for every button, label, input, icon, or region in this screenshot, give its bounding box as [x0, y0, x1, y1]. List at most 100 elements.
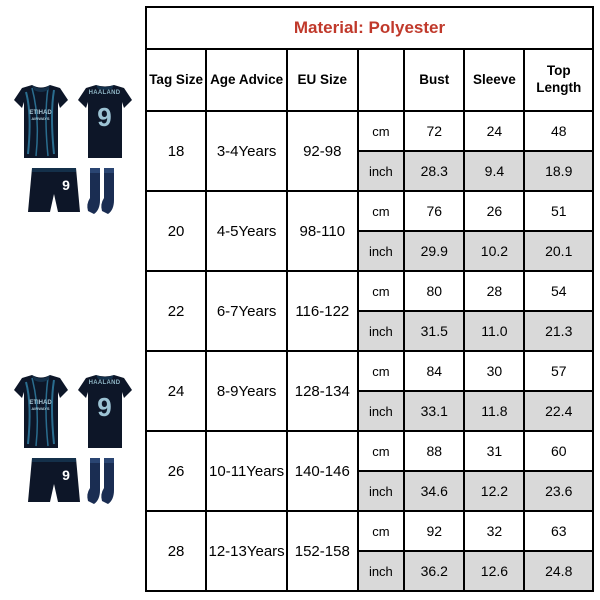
material-header: Material: Polyester	[145, 6, 594, 48]
header-age: Age Advice	[206, 49, 287, 111]
cell-tag: 26	[146, 431, 206, 511]
jersey-sponsor-label: ETIHAD AIRWAYS	[29, 400, 51, 412]
table-row: 2812-13Years152-158cm923263	[146, 511, 593, 551]
cell-top-cm: 57	[524, 351, 593, 391]
cell-sleeve-inch: 11.0	[464, 311, 524, 351]
cell-age: 8-9Years	[206, 351, 287, 431]
cell-top-inch: 24.8	[524, 551, 593, 591]
cell-bust-inch: 29.9	[404, 231, 464, 271]
material-value: Polyester	[369, 18, 446, 37]
cell-sleeve-cm: 31	[464, 431, 524, 471]
cell-bust-cm: 72	[404, 111, 464, 151]
cell-sleeve-inch: 12.2	[464, 471, 524, 511]
cell-eu: 140-146	[287, 431, 358, 511]
sponsor-line-2: AIRWAYS	[31, 116, 49, 121]
header-eu: EU Size	[287, 49, 358, 111]
table-row: 2610-11Years140-146cm883160	[146, 431, 593, 471]
player-number-label: 9	[97, 392, 111, 423]
cell-tag: 24	[146, 351, 206, 431]
cell-top-cm: 51	[524, 191, 593, 231]
cell-bust-cm: 80	[404, 271, 464, 311]
cell-top-inch: 23.6	[524, 471, 593, 511]
cell-unit-inch: inch	[358, 311, 405, 351]
cell-top-cm: 54	[524, 271, 593, 311]
cell-unit-cm: cm	[358, 111, 405, 151]
player-number-label: 9	[97, 102, 111, 133]
cell-age: 4-5Years	[206, 191, 287, 271]
cell-sleeve-cm: 30	[464, 351, 524, 391]
cell-top-inch: 18.9	[524, 151, 593, 191]
cell-eu: 116-122	[287, 271, 358, 351]
shorts-icon: 9	[26, 166, 82, 216]
size-table: Tag Size Age Advice EU Size Bust Sleeve …	[145, 48, 594, 592]
cell-unit-cm: cm	[358, 271, 405, 311]
header-sleeve: Sleeve	[464, 49, 524, 111]
cell-sleeve-cm: 32	[464, 511, 524, 551]
cell-bust-inch: 31.5	[404, 311, 464, 351]
cell-eu: 152-158	[287, 511, 358, 591]
cell-bust-cm: 88	[404, 431, 464, 471]
cell-top-inch: 21.3	[524, 311, 593, 351]
cell-bust-inch: 36.2	[404, 551, 464, 591]
sponsor-line-2: AIRWAYS	[31, 406, 49, 411]
cell-unit-inch: inch	[358, 471, 405, 511]
jersey-back-icon: HAALAND 9	[74, 374, 136, 452]
cell-bust-inch: 33.1	[404, 391, 464, 431]
table-header-row: Tag Size Age Advice EU Size Bust Sleeve …	[146, 49, 593, 111]
cell-top-inch: 20.1	[524, 231, 593, 271]
cell-tag: 22	[146, 271, 206, 351]
product-images-column: ETIHAD AIRWAYS HAALAND 9 9	[0, 0, 145, 600]
cell-age: 3-4Years	[206, 111, 287, 191]
cell-sleeve-cm: 24	[464, 111, 524, 151]
socks-icon	[86, 166, 120, 226]
cell-unit-inch: inch	[358, 391, 405, 431]
cell-unit-cm: cm	[358, 431, 405, 471]
table-row: 226-7Years116-122cm802854	[146, 271, 593, 311]
cell-sleeve-cm: 28	[464, 271, 524, 311]
table-row: 248-9Years128-134cm843057	[146, 351, 593, 391]
cell-tag: 20	[146, 191, 206, 271]
shorts-icon: 9	[26, 456, 82, 506]
table-row: 204-5Years98-110cm762651	[146, 191, 593, 231]
cell-sleeve-inch: 12.6	[464, 551, 524, 591]
socks-icon	[86, 456, 120, 516]
jersey-back-icon: HAALAND 9	[74, 84, 136, 162]
cell-bust-inch: 28.3	[404, 151, 464, 191]
cell-eu: 98-110	[287, 191, 358, 271]
svg-text:9: 9	[62, 177, 70, 193]
material-label: Material:	[294, 18, 364, 37]
cell-unit-inch: inch	[358, 151, 405, 191]
cell-unit-inch: inch	[358, 551, 405, 591]
cell-sleeve-inch: 9.4	[464, 151, 524, 191]
cell-unit-cm: cm	[358, 511, 405, 551]
cell-sleeve-inch: 11.8	[464, 391, 524, 431]
header-unit	[358, 49, 405, 111]
cell-sleeve-inch: 10.2	[464, 231, 524, 271]
cell-bust-cm: 84	[404, 351, 464, 391]
player-name-label: HAALAND	[89, 380, 121, 386]
jersey-sponsor-label: ETIHAD AIRWAYS	[29, 110, 51, 122]
cell-tag: 18	[146, 111, 206, 191]
player-name-label: HAALAND	[89, 90, 121, 96]
cell-age: 6-7Years	[206, 271, 287, 351]
svg-text:9: 9	[62, 467, 70, 483]
cell-top-cm: 48	[524, 111, 593, 151]
cell-top-cm: 63	[524, 511, 593, 551]
cell-top-inch: 22.4	[524, 391, 593, 431]
header-bust: Bust	[404, 49, 464, 111]
cell-eu: 128-134	[287, 351, 358, 431]
header-top: Top Length	[524, 49, 593, 111]
cell-unit-inch: inch	[358, 231, 405, 271]
header-tag: Tag Size	[146, 49, 206, 111]
cell-eu: 92-98	[287, 111, 358, 191]
cell-top-cm: 60	[524, 431, 593, 471]
jersey-front-icon: ETIHAD AIRWAYS	[10, 374, 72, 452]
cell-sleeve-cm: 26	[464, 191, 524, 231]
cell-unit-cm: cm	[358, 191, 405, 231]
product-image-top: ETIHAD AIRWAYS HAALAND 9 9	[5, 20, 140, 290]
cell-age: 12-13Years	[206, 511, 287, 591]
cell-bust-inch: 34.6	[404, 471, 464, 511]
cell-bust-cm: 92	[404, 511, 464, 551]
product-image-bottom: ETIHAD AIRWAYS HAALAND 9 9	[5, 310, 140, 580]
jersey-front-icon: ETIHAD AIRWAYS	[10, 84, 72, 162]
